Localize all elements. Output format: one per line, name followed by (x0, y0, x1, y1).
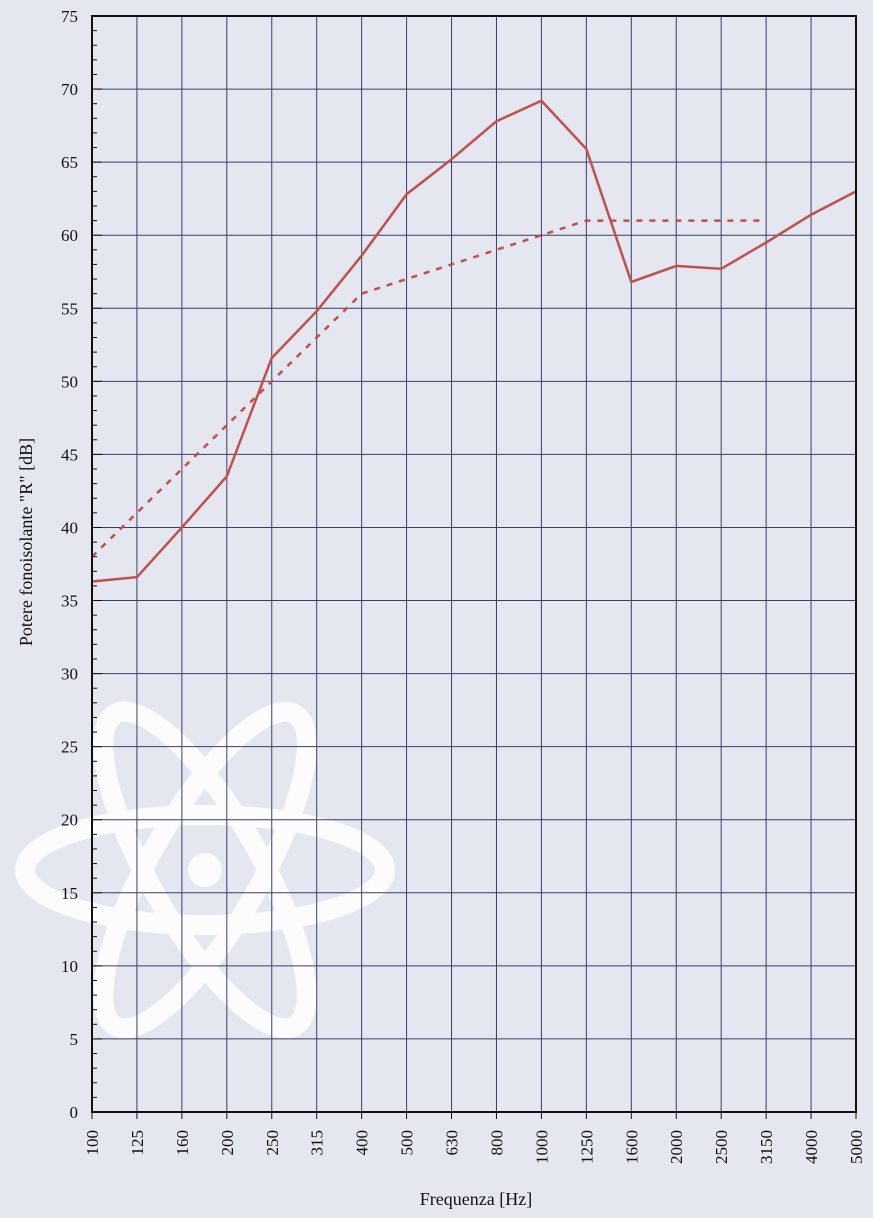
x-tick-label: 4000 (802, 1130, 821, 1164)
x-tick-label: 250 (263, 1130, 282, 1156)
y-tick-label: 10 (61, 957, 78, 976)
x-tick-label: 1250 (577, 1130, 596, 1164)
x-tick-label: 125 (128, 1130, 147, 1156)
x-tick-label: 160 (173, 1130, 192, 1156)
x-tick-label: 3150 (757, 1130, 776, 1164)
y-tick-label: 75 (61, 7, 78, 26)
y-tick-label: 20 (61, 811, 78, 830)
x-axis-title: Frequenza [Hz] (420, 1189, 532, 1209)
x-tick-label: 500 (398, 1130, 417, 1156)
x-axis: 100 125 160 200 250 315 400 500 630 800 1000 1250 16… (83, 1112, 866, 1164)
grid (92, 16, 856, 1112)
x-tick-label: 1600 (622, 1130, 641, 1164)
x-tick-label: 5000 (847, 1130, 866, 1164)
y-tick-label: 15 (61, 884, 78, 903)
y-tick-label: 25 (61, 738, 78, 757)
x-tick-label: 630 (443, 1130, 462, 1156)
series-line-1 (91, 99, 857, 583)
x-tick-label: 400 (353, 1130, 372, 1156)
x-tick-label: 1000 (532, 1130, 551, 1164)
y-tick-label: 40 (61, 518, 78, 537)
y-tick-label: 70 (61, 80, 78, 99)
y-axis: 0 5 10 15 20 25 30 35 40 45 50 55 60 65 70 75 (61, 7, 102, 1122)
x-tick-label: 315 (308, 1130, 327, 1156)
series-layer (91, 99, 857, 583)
x-tick-label: 200 (218, 1130, 237, 1156)
y-tick-label: 30 (61, 665, 78, 684)
y-tick-label: 55 (61, 299, 78, 318)
y-tick-label: 65 (61, 153, 78, 172)
x-tick-label: 2500 (712, 1130, 731, 1164)
plot-frame (91, 15, 857, 1113)
x-tick-label: 2000 (667, 1130, 686, 1164)
y-tick-label: 5 (70, 1030, 79, 1049)
series-line-2 (91, 219, 767, 558)
x-tick-label: 800 (487, 1130, 506, 1156)
y-axis-title: Potere fonoisolante "R" [dB] (16, 438, 36, 646)
y-tick-label: 60 (61, 226, 78, 245)
y-tick-label: 50 (61, 372, 78, 391)
y-tick-label: 45 (61, 445, 78, 464)
atom-watermark-icon (15, 701, 395, 1039)
y-tick-label: 0 (70, 1103, 79, 1122)
x-tick-label: 100 (83, 1130, 102, 1156)
y-tick-label: 35 (61, 592, 78, 611)
